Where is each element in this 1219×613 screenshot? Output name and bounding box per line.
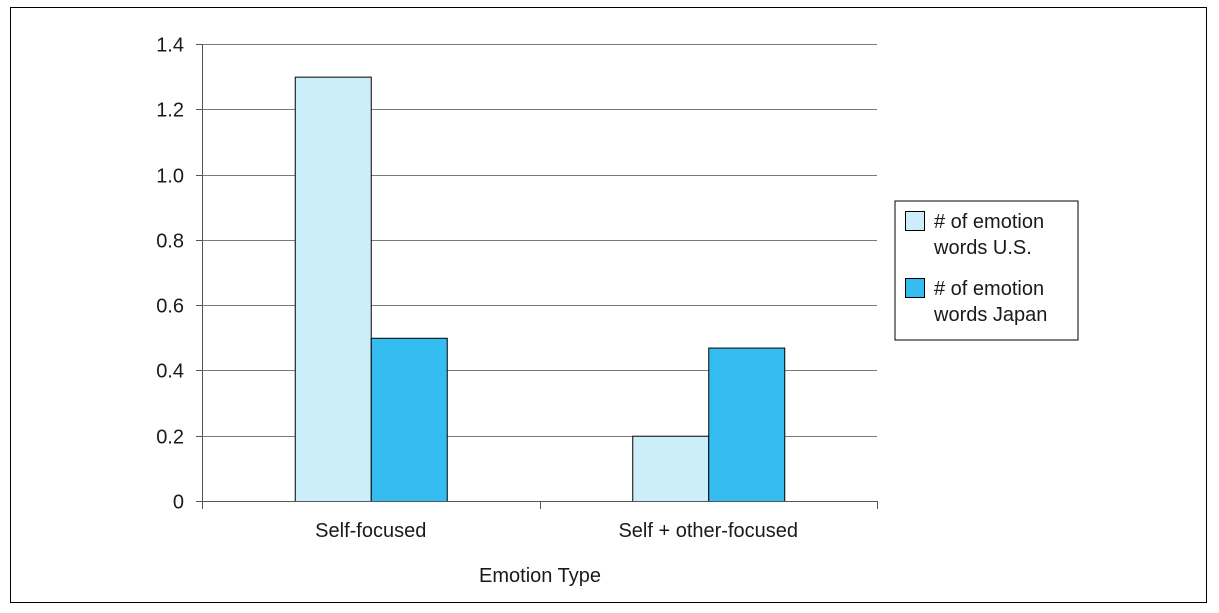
bars [294, 76, 786, 503]
bar-japan-self-focused [370, 337, 448, 502]
y-tick-label: 1.2 [156, 100, 184, 122]
legend-label-japan: words Japan [933, 304, 1047, 326]
x-tick-label: Self-focused [315, 520, 426, 542]
legend-label-us: words U.S. [933, 237, 1032, 259]
legend-label-us: # of emotion [934, 211, 1044, 233]
y-tick-label: 0.2 [156, 427, 184, 449]
bar-us-self-focused [294, 76, 372, 503]
y-tick-label: 0.8 [156, 231, 184, 253]
legend-swatch-us [905, 211, 925, 231]
legend-box [894, 200, 1079, 341]
y-tick-label: 1.4 [156, 35, 184, 57]
x-axis-title: Emotion Type [479, 565, 601, 587]
legend-label-japan: # of emotion [934, 278, 1044, 300]
bar-japan-self-other-focused [708, 347, 786, 503]
y-tick-label: 0.4 [156, 361, 184, 383]
x-tick-label: Self + other-focused [618, 520, 798, 542]
y-tick-label: 1.0 [156, 166, 184, 188]
legend-swatch-japan [905, 278, 925, 298]
bar-us-self-other-focused [632, 435, 710, 503]
y-tick-label: 0 [173, 492, 184, 514]
axes [196, 44, 878, 509]
legend: # of emotion words U.S. # of emotion words … [894, 200, 1079, 341]
tick-labels: 0 0.2 0.4 0.6 0.8 1.0 1.2 1.4 Self-focused Self +… [156, 35, 798, 543]
y-tick-label: 0.6 [156, 296, 184, 318]
